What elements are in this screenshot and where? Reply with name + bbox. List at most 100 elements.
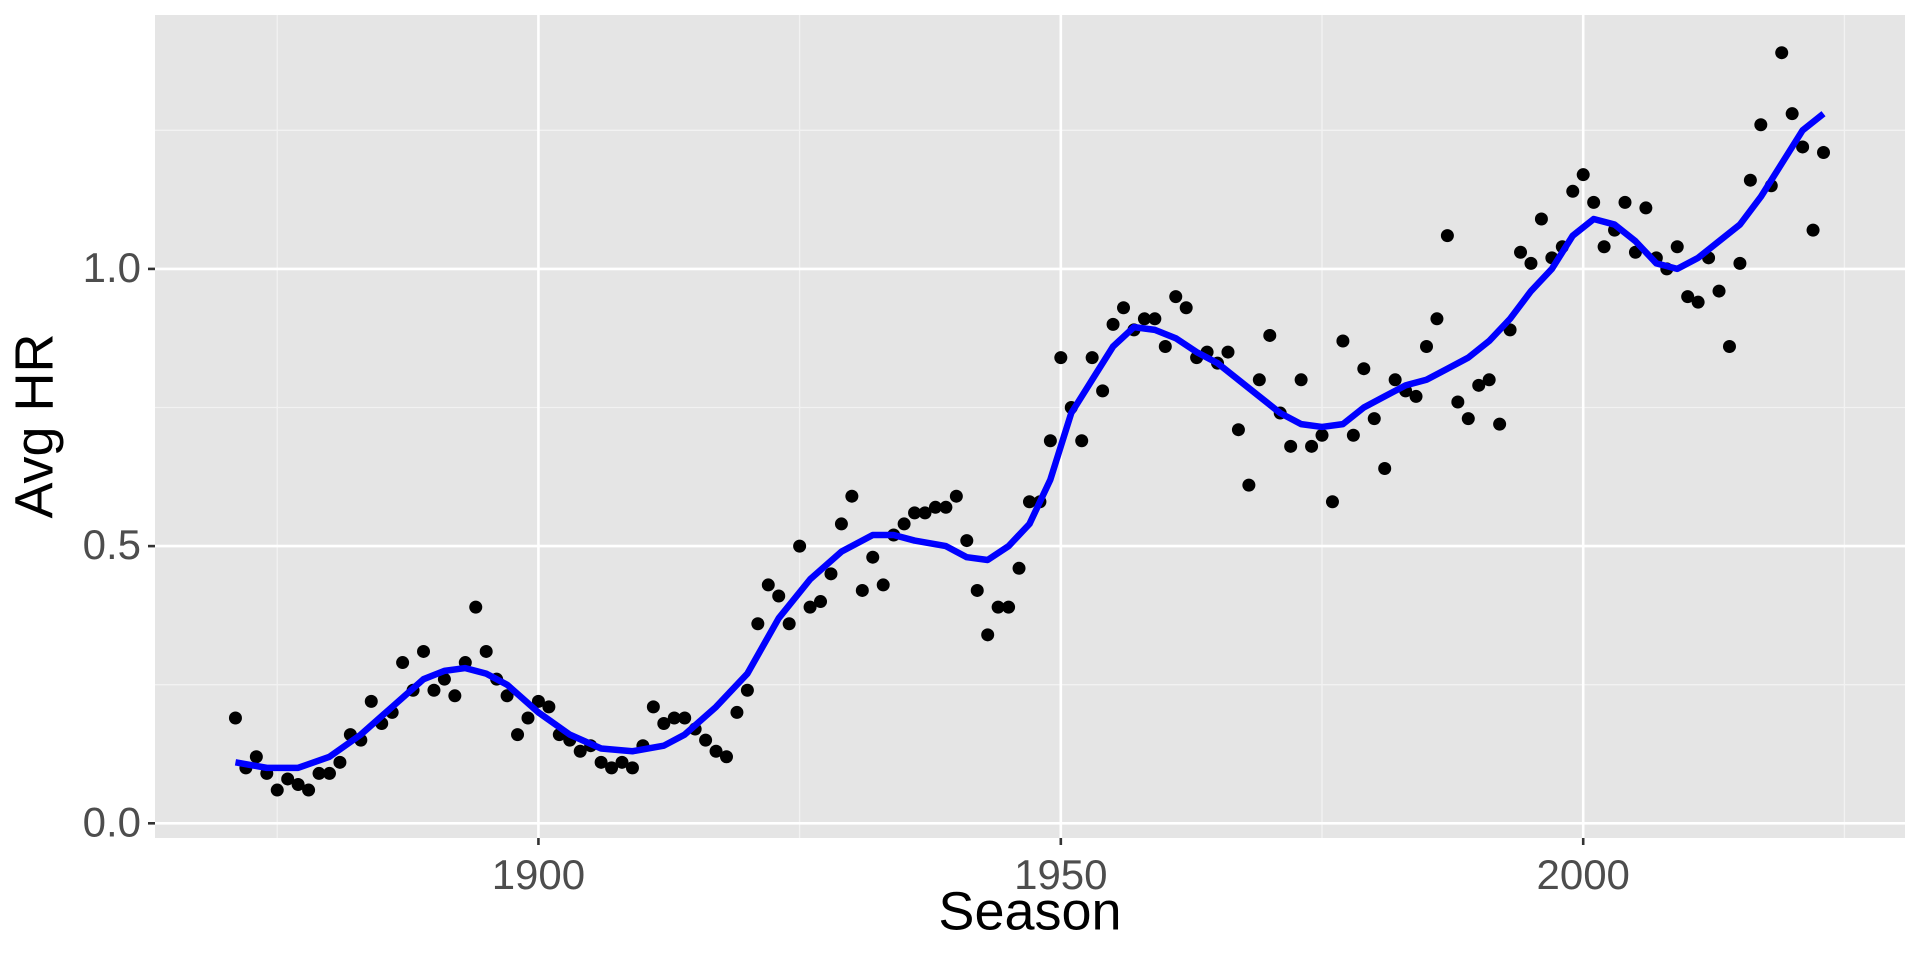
point	[312, 766, 326, 780]
point	[1231, 423, 1245, 437]
point	[1576, 168, 1590, 182]
point	[793, 539, 807, 553]
x-tick-label: 1900	[492, 851, 585, 898]
point	[531, 694, 545, 708]
point	[437, 672, 451, 686]
marks	[228, 46, 1831, 797]
point	[1733, 256, 1747, 270]
point	[1367, 412, 1381, 426]
point	[740, 683, 754, 697]
point	[719, 750, 733, 764]
point	[1430, 312, 1444, 326]
point	[1117, 301, 1131, 315]
point	[1796, 140, 1810, 154]
point	[730, 705, 744, 719]
point	[678, 711, 692, 725]
point	[1137, 312, 1151, 326]
point	[281, 772, 295, 786]
point	[866, 550, 880, 564]
x-tick-label: 1950	[1014, 851, 1107, 898]
point	[814, 595, 828, 609]
point	[772, 589, 786, 603]
point	[1252, 373, 1266, 387]
point	[1712, 284, 1726, 298]
point	[625, 761, 639, 775]
point	[1346, 428, 1360, 442]
point	[1054, 351, 1068, 365]
point	[699, 733, 713, 747]
point	[1305, 439, 1319, 453]
point	[1284, 439, 1298, 453]
point	[500, 689, 514, 703]
point	[824, 567, 838, 581]
point	[1639, 201, 1653, 215]
point	[1043, 434, 1057, 448]
point	[270, 783, 284, 797]
point	[1378, 461, 1392, 475]
grid	[155, 15, 1905, 838]
point	[1493, 417, 1507, 431]
point	[1002, 600, 1016, 614]
point	[542, 700, 556, 714]
point	[761, 578, 775, 592]
point	[1566, 184, 1580, 198]
point	[511, 728, 525, 742]
point	[876, 578, 890, 592]
point	[417, 644, 431, 658]
point	[1012, 561, 1026, 575]
smooth-line	[234, 111, 1826, 772]
point	[897, 517, 911, 531]
x-tick-label: 2000	[1536, 851, 1629, 898]
point	[1419, 340, 1433, 354]
point	[1409, 389, 1423, 403]
point	[1085, 351, 1099, 365]
point	[1294, 373, 1308, 387]
point	[960, 534, 974, 548]
point	[521, 711, 535, 725]
point	[1681, 290, 1695, 304]
point	[1618, 195, 1632, 209]
point	[1179, 301, 1193, 315]
point	[228, 711, 242, 725]
point	[1169, 290, 1183, 304]
point	[646, 700, 660, 714]
point	[939, 500, 953, 514]
point	[291, 778, 305, 792]
point	[322, 766, 336, 780]
point	[667, 711, 681, 725]
point	[709, 744, 723, 758]
y-tick-label: 1.0	[83, 244, 141, 291]
point	[970, 583, 984, 597]
y-axis-title: Avg HR	[4, 333, 64, 518]
point	[1587, 195, 1601, 209]
point	[479, 644, 493, 658]
point	[991, 600, 1005, 614]
point	[1482, 373, 1496, 387]
point	[333, 755, 347, 769]
point	[1670, 240, 1684, 254]
y-tick-label: 0.0	[83, 798, 141, 845]
point	[845, 489, 859, 503]
axes: 1900 1950 2000 0.0 0.5 1.0	[83, 244, 1630, 898]
point	[1022, 495, 1036, 509]
point	[855, 583, 869, 597]
y-tick-label: 0.5	[83, 521, 141, 568]
point	[1806, 223, 1820, 237]
x-axis-title: Season	[938, 881, 1121, 941]
point	[657, 717, 671, 731]
point	[594, 755, 608, 769]
point	[1817, 145, 1831, 159]
point	[302, 783, 316, 797]
point	[1743, 173, 1757, 187]
point	[364, 694, 378, 708]
point	[615, 755, 629, 769]
point	[918, 506, 932, 520]
point	[981, 628, 995, 642]
point	[1472, 378, 1486, 392]
point	[1357, 362, 1371, 376]
point	[1534, 212, 1548, 226]
point	[1336, 334, 1350, 348]
point	[1388, 373, 1402, 387]
point	[1263, 328, 1277, 342]
point	[1221, 345, 1235, 359]
